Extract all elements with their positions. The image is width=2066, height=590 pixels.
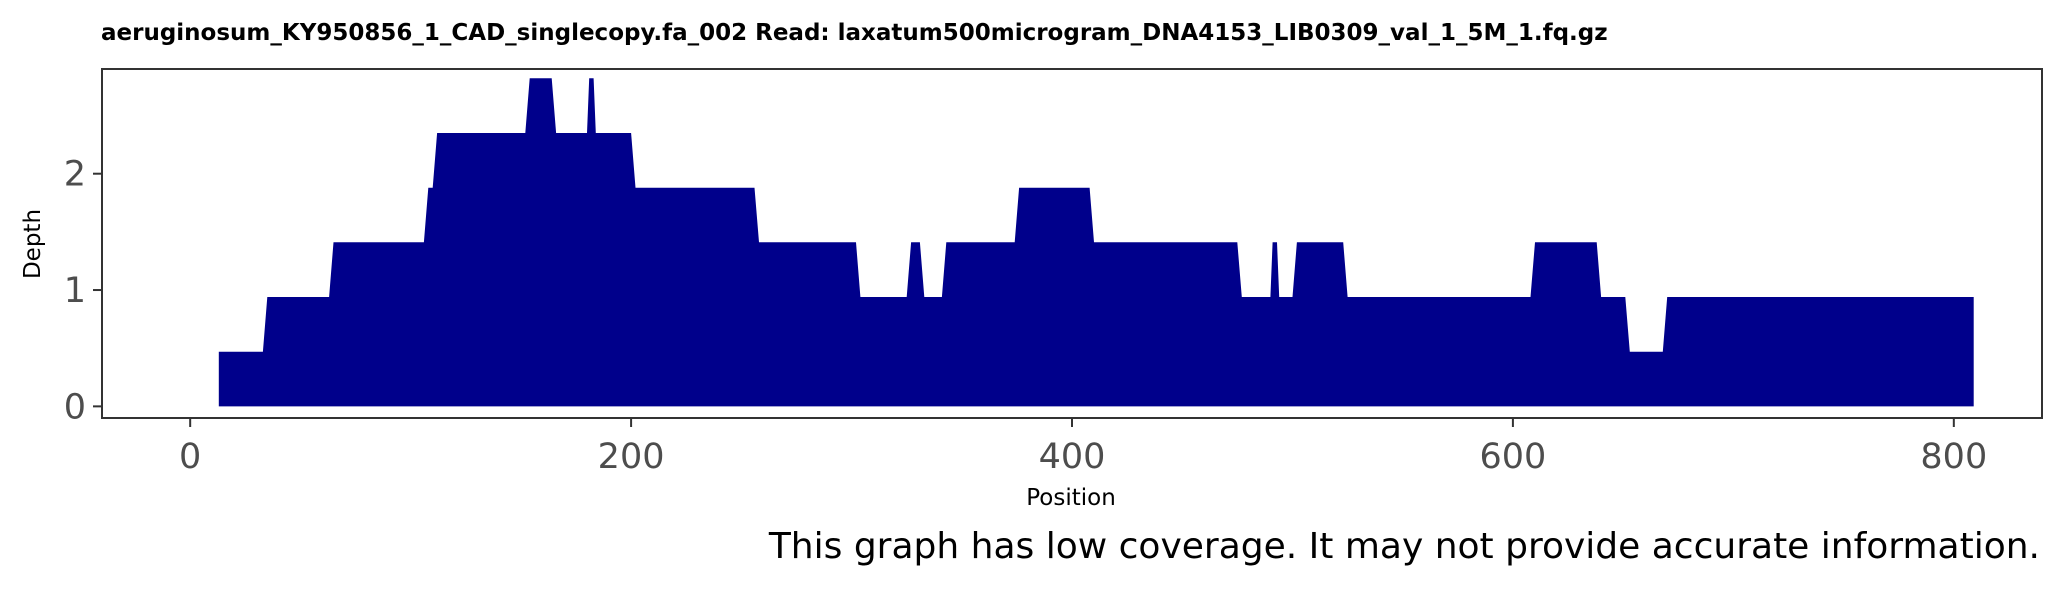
y-tick-label-2: 2 [64,155,86,195]
x-tick-label-600: 600 [1480,437,1547,477]
x-tick-label-0: 0 [179,437,201,477]
x-tick-label-400: 400 [1039,437,1106,477]
depth-area-0 [218,78,1974,407]
y-axis-title: Depth [20,209,46,279]
x-axis-title: Position [1026,485,1116,511]
depth-area-layer [218,78,1974,407]
x-tick-label-800: 800 [1920,437,1987,477]
low-coverage-note: This graph has low coverage. It may not … [768,526,2040,567]
y-axis: 0 1 2 [64,155,102,427]
x-tick-label-200: 200 [598,437,665,477]
y-tick-label-0: 0 [64,387,86,427]
y-tick-label-1: 1 [64,271,86,311]
chart-title: aeruginosum_KY950856_1_CAD_singlecopy.fa… [101,20,1608,46]
x-axis: 0 200 400 600 800 [179,418,1987,477]
